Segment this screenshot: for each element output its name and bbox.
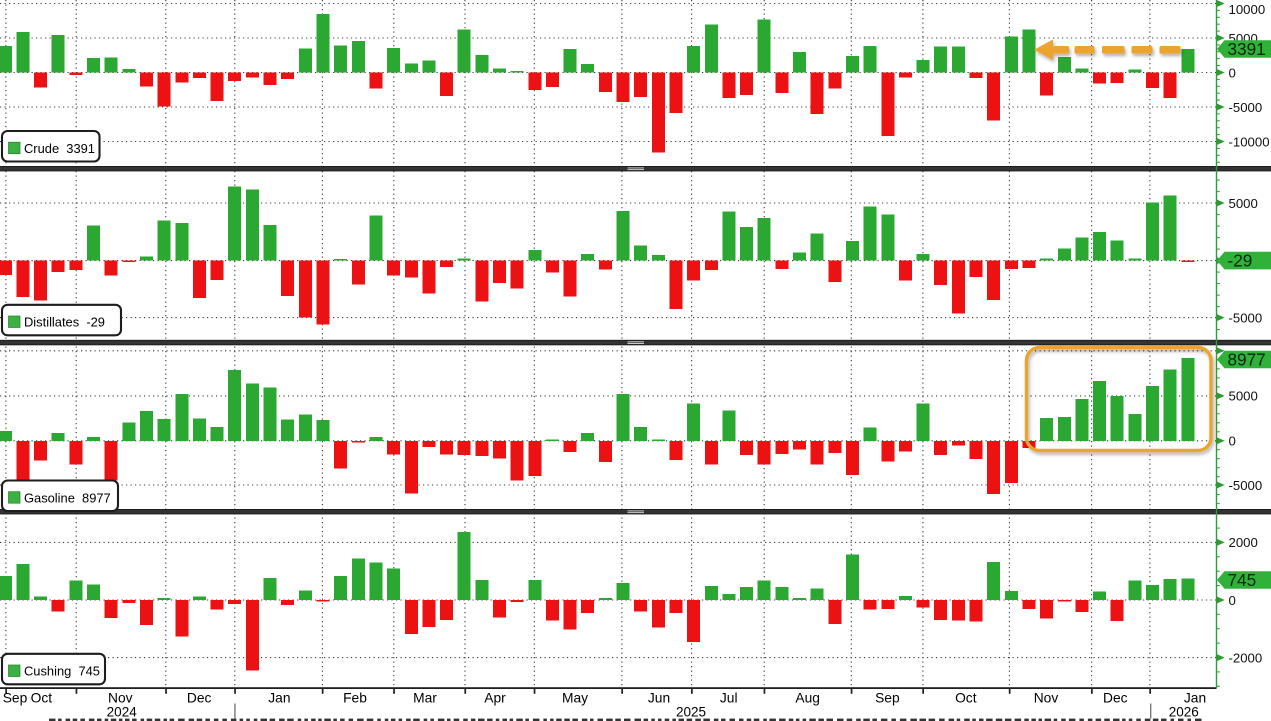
svg-text:-5000: -5000 bbox=[1229, 478, 1263, 493]
svg-text:-29: -29 bbox=[1228, 250, 1253, 270]
svg-text:Gasoline 8977: Gasoline 8977 bbox=[24, 490, 111, 505]
svg-text:8977: 8977 bbox=[1228, 349, 1266, 369]
svg-text:Oct: Oct bbox=[31, 691, 53, 706]
svg-text:Jan: Jan bbox=[268, 691, 290, 706]
svg-text:-5000: -5000 bbox=[1229, 100, 1263, 115]
svg-text:Jul: Jul bbox=[720, 691, 738, 706]
svg-text:5000: 5000 bbox=[1229, 196, 1258, 211]
svg-text:Apr: Apr bbox=[484, 691, 506, 706]
svg-text:745: 745 bbox=[1228, 570, 1257, 590]
svg-text:Feb: Feb bbox=[343, 691, 367, 706]
svg-text:-5000: -5000 bbox=[1229, 310, 1263, 325]
svg-text:-2000: -2000 bbox=[1229, 650, 1263, 665]
svg-text:0: 0 bbox=[1229, 434, 1236, 449]
svg-text:May: May bbox=[562, 691, 588, 706]
svg-text:Dec: Dec bbox=[187, 691, 212, 706]
svg-text:0: 0 bbox=[1229, 66, 1236, 81]
svg-text:Sep: Sep bbox=[875, 691, 900, 706]
svg-text:2024: 2024 bbox=[107, 705, 138, 720]
svg-text:Dec: Dec bbox=[1103, 691, 1128, 706]
svg-text:2000: 2000 bbox=[1229, 535, 1258, 550]
svg-text:3391: 3391 bbox=[1228, 39, 1266, 59]
svg-text:Nov: Nov bbox=[108, 691, 133, 706]
svg-text:Jan: Jan bbox=[1184, 691, 1206, 706]
svg-text:2025: 2025 bbox=[676, 705, 706, 720]
svg-text:Crude 3391: Crude 3391 bbox=[24, 141, 95, 156]
svg-text:Cushing 745: Cushing 745 bbox=[24, 664, 100, 679]
svg-text:-10000: -10000 bbox=[1229, 134, 1270, 149]
svg-text:0: 0 bbox=[1229, 593, 1236, 608]
svg-text:Jun: Jun bbox=[648, 691, 670, 706]
svg-text:2026: 2026 bbox=[1169, 705, 1199, 720]
svg-text:Oct: Oct bbox=[955, 691, 977, 706]
svg-text:5000: 5000 bbox=[1229, 389, 1258, 404]
svg-text:Mar: Mar bbox=[413, 691, 437, 706]
svg-text:10000: 10000 bbox=[1229, 2, 1266, 17]
svg-text:Nov: Nov bbox=[1034, 691, 1059, 706]
svg-text:Aug: Aug bbox=[795, 691, 820, 706]
svg-text:Distillates -29: Distillates -29 bbox=[24, 315, 105, 330]
svg-text:Sep: Sep bbox=[3, 691, 28, 706]
